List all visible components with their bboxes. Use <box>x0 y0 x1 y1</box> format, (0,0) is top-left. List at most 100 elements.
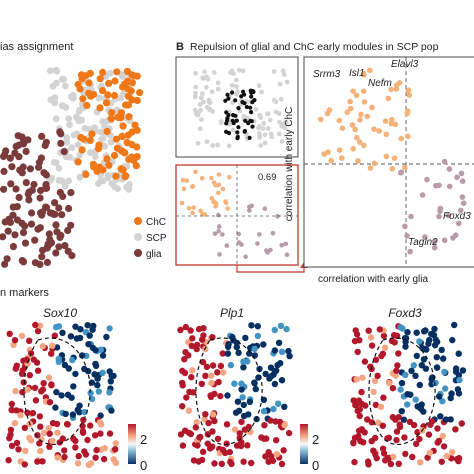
glia-correlated-cell <box>216 212 221 218</box>
chc-correlated-cell <box>180 177 186 183</box>
cell-expression <box>448 449 456 456</box>
inset-correlation-value: 0.69 <box>258 172 277 183</box>
cell-expression <box>45 424 52 432</box>
cell-expression <box>34 432 41 439</box>
glia-correlated-gene <box>460 200 467 206</box>
selected-cell <box>249 110 254 115</box>
expression-umap-sox10 <box>5 321 120 469</box>
scp-cell <box>215 142 221 148</box>
glia-cell <box>13 203 21 211</box>
cell-expression <box>397 386 404 393</box>
cell-expression <box>49 437 56 445</box>
glia-cell <box>11 149 19 157</box>
colorbar-1-gradient <box>128 424 136 464</box>
glia-correlated-cell <box>236 240 242 245</box>
cell-expression <box>52 404 59 411</box>
scp-outline <box>195 337 263 446</box>
colorbar-1-max: 2 <box>140 432 147 447</box>
scp-cell <box>256 83 262 89</box>
glia-cell <box>26 165 34 173</box>
scp-cell <box>253 106 259 112</box>
cell-expression <box>217 392 224 400</box>
cell-expression <box>351 337 359 345</box>
cell-expression <box>370 388 377 396</box>
cell-expression <box>48 350 55 357</box>
cell-expression <box>379 422 386 429</box>
cell-expression <box>238 439 245 446</box>
scp-cell <box>192 94 198 100</box>
glia-cell <box>58 211 66 219</box>
chc-correlated-gene <box>328 157 335 164</box>
cell-expression <box>193 419 200 426</box>
glia-cell <box>3 255 11 263</box>
cell-expression <box>227 458 234 466</box>
chc-correlated-gene <box>383 131 390 138</box>
glia-cell <box>12 185 20 193</box>
colorbar-1: 2 0 <box>128 424 147 473</box>
cell-expression <box>224 392 231 399</box>
cell-expression <box>414 429 421 436</box>
cell-expression <box>5 457 12 464</box>
scp-cell <box>99 118 107 125</box>
cell-expression <box>188 342 195 350</box>
cell-expression <box>201 416 208 423</box>
cell-expression <box>54 454 61 461</box>
chc-correlated-cell <box>190 184 196 189</box>
glia-correlated-gene <box>404 233 410 239</box>
glia-correlated-cell <box>270 230 276 236</box>
scp-cell <box>199 95 204 101</box>
cell-expression <box>352 401 360 409</box>
cell-expression <box>29 409 37 417</box>
scp-cell <box>61 182 69 190</box>
scp-cell <box>46 67 54 75</box>
cell-expression <box>75 452 82 460</box>
chc-cell <box>76 85 84 93</box>
cell-expression <box>34 327 42 335</box>
cell-expression <box>177 431 185 438</box>
legend-label-scp: SCP <box>146 233 167 244</box>
cell-expression <box>80 416 87 424</box>
cell-expression <box>402 450 409 458</box>
cell-expression <box>271 380 279 388</box>
cell-expression <box>418 362 425 369</box>
chc-cell <box>110 91 119 100</box>
scp-cell <box>114 185 121 193</box>
cell-expression <box>96 419 104 426</box>
chc-correlated-gene <box>339 125 346 131</box>
cell-expression <box>33 359 41 366</box>
chc-correlated-cell <box>211 199 216 205</box>
cell-expression <box>199 336 206 343</box>
glia-cell <box>67 189 75 197</box>
chc-correlated-gene <box>371 126 377 132</box>
selected-cell <box>239 94 244 99</box>
cell-expression <box>192 424 199 431</box>
cell-expression <box>219 446 227 454</box>
cell-expression <box>238 386 245 393</box>
scp-cell <box>233 84 239 89</box>
cell-expression <box>428 330 435 338</box>
cell-expression <box>188 374 195 381</box>
cell-expression <box>443 452 450 460</box>
cell-expression <box>240 401 247 409</box>
gene-title-plp1: Plp1 <box>220 306 244 320</box>
panel-a-legend: ChC SCP glia <box>134 217 167 260</box>
scp-cell <box>271 69 277 74</box>
cell-expression <box>436 393 443 400</box>
cell-expression <box>350 440 357 447</box>
chc-cell <box>121 173 129 181</box>
glia-cell <box>45 230 53 238</box>
cell-expression <box>404 391 411 398</box>
glia-correlated-gene <box>446 183 453 190</box>
glia-cell <box>1 150 9 159</box>
cell-expression <box>386 379 393 387</box>
cell-expression <box>18 332 26 340</box>
chc-cell <box>94 145 103 153</box>
cell-expression <box>84 322 91 329</box>
cell-expression <box>251 352 258 359</box>
cell-expression <box>231 426 239 433</box>
chc-cell <box>114 113 122 121</box>
cell-expression <box>46 399 54 406</box>
cell-expression <box>401 434 408 441</box>
cell-expression <box>433 354 440 361</box>
glia-cell <box>8 163 16 171</box>
